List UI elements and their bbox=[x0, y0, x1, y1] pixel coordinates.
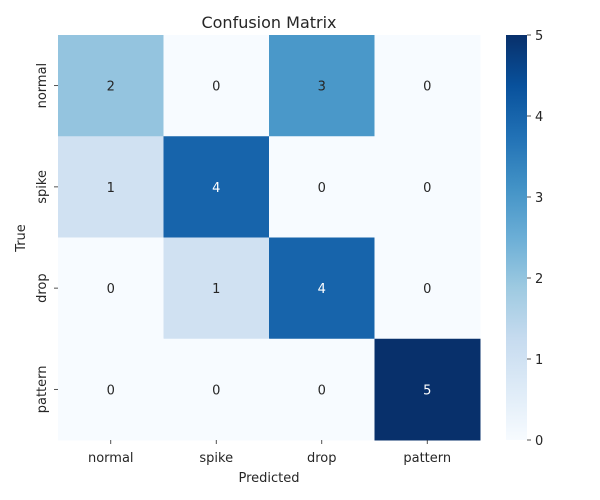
cell-value-label: 4 bbox=[212, 181, 220, 196]
heatmap-cell bbox=[58, 338, 164, 441]
colorbar-tick-label: 3 bbox=[535, 191, 543, 206]
cell-value-label: 0 bbox=[212, 80, 220, 95]
colorbar-ticks: 0 1 2 3 4 5 bbox=[527, 29, 543, 449]
heatmap-cell bbox=[58, 35, 164, 137]
x-tick-label: drop bbox=[307, 451, 337, 466]
cell-value-labels: 2 0 3 0 1 4 0 0 0 1 4 0 0 0 0 5 bbox=[107, 80, 432, 399]
heatmap-cell bbox=[163, 338, 270, 441]
cell-value-label: 1 bbox=[212, 282, 220, 297]
y-tick-label: pattern bbox=[35, 365, 50, 413]
cell-value-label: 0 bbox=[107, 282, 115, 297]
y-tick-label: drop bbox=[35, 273, 50, 303]
heatmap-cell bbox=[374, 338, 481, 441]
x-tick-label: normal bbox=[88, 451, 134, 466]
colorbar-tick-label: 2 bbox=[535, 272, 543, 287]
cell-value-label: 0 bbox=[318, 383, 326, 398]
cell-value-label: 0 bbox=[318, 181, 326, 196]
x-axis-title: Predicted bbox=[238, 471, 299, 486]
y-tick-label: normal bbox=[35, 63, 50, 109]
heatmap-cell bbox=[58, 237, 164, 340]
heatmap-cell bbox=[269, 338, 375, 441]
colorbar-tick-label: 4 bbox=[535, 110, 543, 125]
y-axis-title: True bbox=[14, 224, 29, 253]
y-axis-ticks: normal spike drop pattern bbox=[35, 63, 58, 413]
heatmap-cell bbox=[269, 136, 375, 238]
cell-value-label: 0 bbox=[107, 383, 115, 398]
cell-value-label: 2 bbox=[107, 80, 115, 95]
cell-value-label: 5 bbox=[423, 383, 431, 398]
heatmap-cell bbox=[374, 136, 481, 238]
heatmap-cell bbox=[374, 35, 481, 137]
x-tick-label: pattern bbox=[403, 451, 451, 466]
heatmap-cell bbox=[163, 237, 270, 340]
colorbar-tick-label: 1 bbox=[535, 353, 543, 368]
cell-value-label: 0 bbox=[212, 383, 220, 398]
heatmap-cell bbox=[163, 35, 270, 137]
cell-value-label: 3 bbox=[318, 80, 326, 95]
cell-value-label: 0 bbox=[423, 282, 431, 297]
colorbar-tick-label: 0 bbox=[535, 434, 543, 449]
cell-value-label: 0 bbox=[423, 80, 431, 95]
heatmap-cell bbox=[269, 237, 375, 340]
heatmap-cells bbox=[58, 35, 481, 441]
chart-title: Confusion Matrix bbox=[201, 13, 336, 32]
x-axis-ticks: normal spike drop pattern bbox=[88, 440, 451, 466]
cell-value-label: 1 bbox=[107, 181, 115, 196]
cell-value-label: 4 bbox=[318, 282, 326, 297]
x-tick-label: spike bbox=[199, 451, 233, 466]
heatmap-cell bbox=[374, 237, 481, 340]
heatmap-cell bbox=[269, 35, 375, 137]
cell-value-label: 0 bbox=[423, 181, 431, 196]
colorbar bbox=[506, 35, 527, 440]
y-tick-label: spike bbox=[35, 170, 50, 204]
heatmap-cell bbox=[163, 136, 270, 238]
colorbar-tick-label: 5 bbox=[535, 29, 543, 44]
heatmap-cell bbox=[58, 136, 164, 238]
